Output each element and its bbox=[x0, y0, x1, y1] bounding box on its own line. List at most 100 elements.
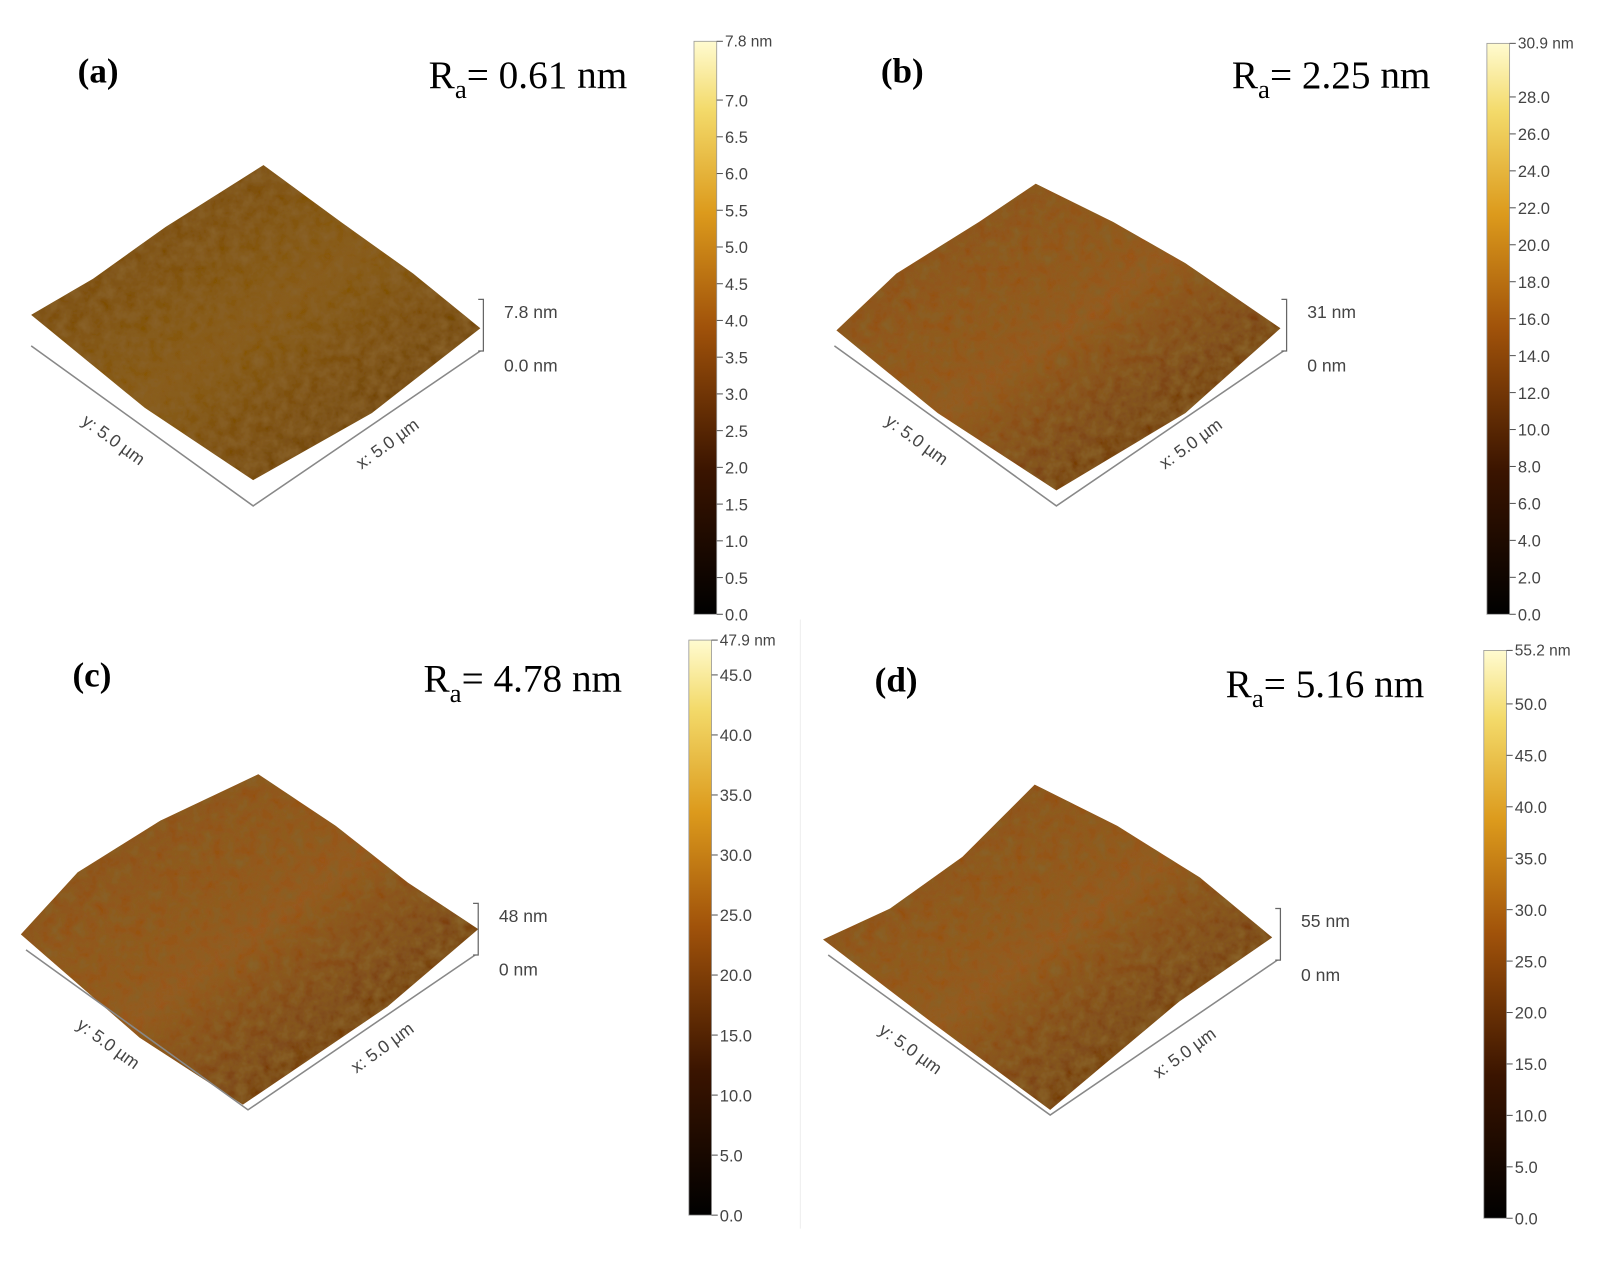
ra-subscript: a bbox=[1258, 74, 1270, 104]
colorbar-tick-label: 0.0 bbox=[725, 606, 748, 624]
colorbar-tick-label: 2.0 bbox=[1518, 570, 1541, 588]
colorbar-tick-label: 20.0 bbox=[720, 967, 752, 985]
colorbar-tick-label: 5.0 bbox=[1515, 1159, 1538, 1177]
colorbar-tick-label: 0.0 bbox=[1518, 606, 1541, 624]
x-axis-label: x: 5.0 µm bbox=[352, 414, 422, 473]
colorbar-tick-label: 0.5 bbox=[725, 570, 748, 588]
roughness-label: Ra= 4.78 nm bbox=[424, 658, 623, 708]
ra-symbol: R bbox=[1232, 54, 1259, 97]
colorbar-tick-label: 24.0 bbox=[1518, 163, 1550, 181]
colorbar bbox=[1486, 42, 1511, 615]
z-scale bbox=[1275, 907, 1282, 961]
colorbar-tick-label: 4.0 bbox=[725, 313, 748, 331]
colorbar-tick-label: 10.0 bbox=[1518, 422, 1550, 440]
colorbar-tick-label: 5.0 bbox=[725, 239, 748, 257]
colorbar-tick-label: 40.0 bbox=[720, 727, 752, 745]
colorbar bbox=[1483, 650, 1507, 1219]
colorbar-tick-label: 4.0 bbox=[1518, 533, 1541, 551]
ra-value: = 2.25 nm bbox=[1270, 54, 1430, 97]
ra-value: = 5.16 nm bbox=[1264, 663, 1424, 706]
z-bottom-label: 0 nm bbox=[1301, 965, 1340, 985]
colorbar-tick-label: 3.0 bbox=[725, 386, 748, 404]
z-bottom-label: 0 nm bbox=[499, 960, 538, 980]
colorbar-tick-label: 28.0 bbox=[1518, 89, 1550, 107]
afm-surface bbox=[836, 183, 1281, 491]
colorbar-tick-label: 0.0 bbox=[720, 1207, 743, 1225]
colorbar bbox=[693, 40, 718, 615]
colorbar-tick-label: 40.0 bbox=[1515, 799, 1547, 817]
ra-value: = 0.61 nm bbox=[467, 54, 627, 97]
colorbar-tick-label: 50.0 bbox=[1515, 696, 1547, 714]
colorbar-tick-label: 30.0 bbox=[1515, 902, 1547, 920]
roughness-label: Ra= 2.25 nm bbox=[1232, 54, 1431, 104]
x-axis-label: x: 5.0 µm bbox=[347, 1018, 417, 1077]
colorbar-tick-label: 20.0 bbox=[1518, 237, 1550, 255]
ra-symbol: R bbox=[424, 658, 451, 701]
colorbar-tick-label: 2.0 bbox=[725, 460, 748, 478]
ra-symbol: R bbox=[1226, 663, 1253, 706]
panel: (a) Ra= 0.61 nm y: 5.0 µm x: 5.0 µm 7.8 nm 0.… bbox=[30, 52, 627, 507]
colorbar-tick-label: 10.0 bbox=[1515, 1108, 1547, 1126]
colorbar-tick-label: 2.5 bbox=[725, 423, 748, 441]
y-axis-label: y: 5.0 µm bbox=[882, 410, 952, 469]
surface-axes bbox=[25, 949, 476, 1111]
ra-subscript: a bbox=[455, 74, 467, 104]
colorbar-max-label: 7.8 nm bbox=[725, 33, 772, 50]
colorbar-tick-label: 22.0 bbox=[1518, 200, 1550, 218]
panel-label: (d) bbox=[875, 661, 918, 700]
colorbar-tick-label: 6.0 bbox=[725, 166, 748, 184]
colorbar-tick-label: 1.0 bbox=[725, 533, 748, 551]
z-scale bbox=[1281, 298, 1288, 352]
z-top-label: 31 nm bbox=[1307, 302, 1356, 322]
z-top-label: 48 nm bbox=[499, 906, 548, 926]
afm-surface bbox=[823, 784, 1273, 1110]
surface-axes bbox=[833, 345, 1284, 507]
colorbar-tick-label: 14.0 bbox=[1518, 348, 1550, 366]
colorbar-tick-label: 16.0 bbox=[1518, 311, 1550, 329]
panel-label: (b) bbox=[881, 52, 924, 91]
colorbar-tick-label: 12.0 bbox=[1518, 385, 1550, 403]
colorbar-tick-label: 25.0 bbox=[720, 907, 752, 925]
z-bottom-label: 0.0 nm bbox=[504, 356, 558, 376]
ra-subscript: a bbox=[450, 678, 462, 708]
colorbar-tick-label: 45.0 bbox=[720, 667, 752, 685]
colorbar-tick-label: 15.0 bbox=[1515, 1056, 1547, 1074]
colorbar-tick-label: 1.5 bbox=[725, 496, 748, 514]
colorbar-tick-label: 35.0 bbox=[1515, 850, 1547, 868]
z-scale bbox=[473, 902, 479, 956]
ra-value: = 4.78 nm bbox=[462, 658, 622, 701]
x-axis-label: x: 5.0 µm bbox=[1149, 1023, 1219, 1082]
y-axis-label: y: 5.0 µm bbox=[78, 410, 148, 469]
colorbar-tick-label: 5.5 bbox=[725, 202, 748, 220]
z-top-label: 55 nm bbox=[1301, 911, 1350, 931]
y-axis-label: y: 5.0 µm bbox=[875, 1019, 945, 1078]
colorbar-max-label: 30.9 nm bbox=[1518, 36, 1574, 53]
colorbar-tick-label: 7.0 bbox=[725, 92, 748, 110]
colorbar-max-label: 55.2 nm bbox=[1515, 643, 1571, 660]
colorbar-max-label: 47.9 nm bbox=[720, 632, 776, 649]
colorbar-tick-label: 4.5 bbox=[725, 276, 748, 294]
colorbar-tick-label: 6.5 bbox=[725, 129, 748, 147]
colorbar-tick-label: 45.0 bbox=[1515, 748, 1547, 766]
surface-axes bbox=[30, 345, 481, 507]
panel: (d) Ra= 5.16 nm y: 5.0 µm x: 5.0 µm 55 nm 0 n… bbox=[823, 661, 1425, 1116]
panel-label: (c) bbox=[72, 656, 111, 695]
z-bottom-label: 0 nm bbox=[1307, 356, 1346, 376]
surface-axes bbox=[827, 954, 1278, 1116]
ra-subscript: a bbox=[1252, 683, 1264, 713]
colorbar-tick-label: 15.0 bbox=[720, 1027, 752, 1045]
roughness-label: Ra= 5.16 nm bbox=[1226, 663, 1425, 713]
ra-symbol: R bbox=[429, 54, 456, 97]
panel-label: (a) bbox=[78, 52, 119, 91]
colorbar-tick-label: 8.0 bbox=[1518, 459, 1541, 477]
colorbar-tick-label: 30.0 bbox=[720, 847, 752, 865]
colorbar-tick-label: 20.0 bbox=[1515, 1005, 1547, 1023]
colorbar-tick-label: 5.0 bbox=[720, 1147, 743, 1165]
colorbar-tick-label: 0.0 bbox=[1515, 1210, 1538, 1228]
z-top-label: 7.8 nm bbox=[504, 302, 558, 322]
colorbar-tick-label: 3.5 bbox=[725, 349, 748, 367]
afm-surface bbox=[31, 165, 481, 481]
